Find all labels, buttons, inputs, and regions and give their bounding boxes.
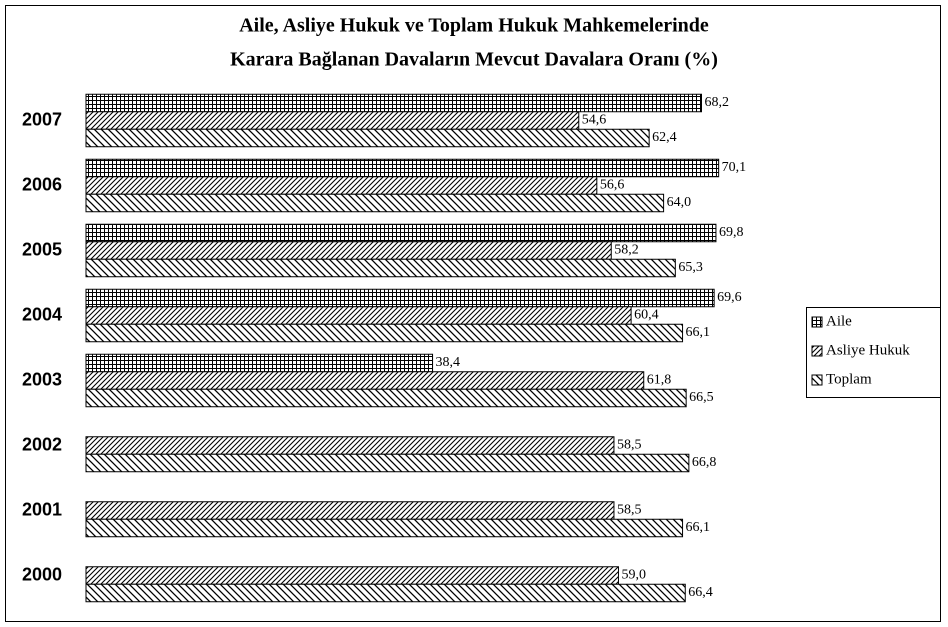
bar: [85, 176, 598, 195]
value-label: 58,5: [617, 438, 642, 453]
y-tick-label: 2007: [22, 109, 62, 129]
legend-swatch: [811, 316, 823, 328]
value-label: 66,1: [686, 325, 711, 340]
value-label: 66,1: [686, 520, 711, 535]
bar: [85, 128, 650, 148]
value-label: 54,6: [582, 113, 607, 128]
y-tick-label: 2000: [22, 564, 62, 584]
value-label: 59,0: [621, 568, 646, 583]
y-tick-label: 2006: [22, 174, 62, 194]
bar: [85, 223, 717, 243]
legend-label: Aile: [826, 313, 852, 329]
bar: [85, 583, 686, 603]
y-tick-label: 2005: [22, 239, 62, 259]
value-label: 61,8: [647, 373, 672, 388]
bar: [85, 353, 434, 373]
value-label: 69,6: [717, 290, 742, 305]
value-label: 58,5: [617, 503, 642, 518]
chart-title: Karara Bağlanan Davaların Mevcut Davalar…: [230, 49, 718, 71]
legend-label: Asliye Hukuk: [826, 342, 910, 358]
bar: [85, 193, 665, 213]
bar: [85, 93, 703, 113]
bar: [85, 501, 615, 520]
value-label: 69,8: [719, 225, 744, 240]
value-label: 68,2: [705, 95, 730, 110]
y-tick-label: 2002: [22, 434, 62, 454]
value-label: 66,8: [692, 455, 717, 470]
legend-label: Toplam: [826, 371, 872, 387]
value-label: 64,0: [667, 195, 692, 210]
value-label: 62,4: [652, 130, 677, 145]
bar: [85, 306, 632, 325]
value-label: 65,3: [678, 260, 703, 275]
bar: [85, 453, 690, 473]
value-label: 56,6: [600, 178, 625, 193]
bar: [85, 158, 720, 178]
value-label: 60,4: [634, 308, 659, 323]
legend: [806, 307, 941, 398]
value-label: 66,4: [688, 585, 713, 600]
chart-title: Aile, Asliye Hukuk ve Toplam Hukuk Mahke…: [239, 15, 709, 37]
value-label: 58,2: [614, 243, 639, 258]
bar: [85, 436, 615, 455]
bar: [85, 323, 684, 343]
y-tick-label: 2003: [22, 369, 62, 389]
bar: [85, 241, 612, 260]
bar: [85, 371, 645, 390]
legend-swatch: [811, 374, 823, 386]
bar: [85, 388, 687, 408]
y-tick-label: 2001: [22, 499, 62, 519]
bar: [85, 518, 684, 538]
bar: [85, 258, 676, 278]
value-label: 66,5: [689, 390, 714, 405]
y-tick-label: 2004: [22, 304, 62, 324]
bar: [85, 566, 619, 585]
bar: [85, 288, 715, 308]
legend-swatch: [811, 345, 823, 357]
bar: [85, 111, 580, 130]
value-label: 70,1: [722, 160, 747, 175]
value-label: 38,4: [436, 355, 461, 370]
